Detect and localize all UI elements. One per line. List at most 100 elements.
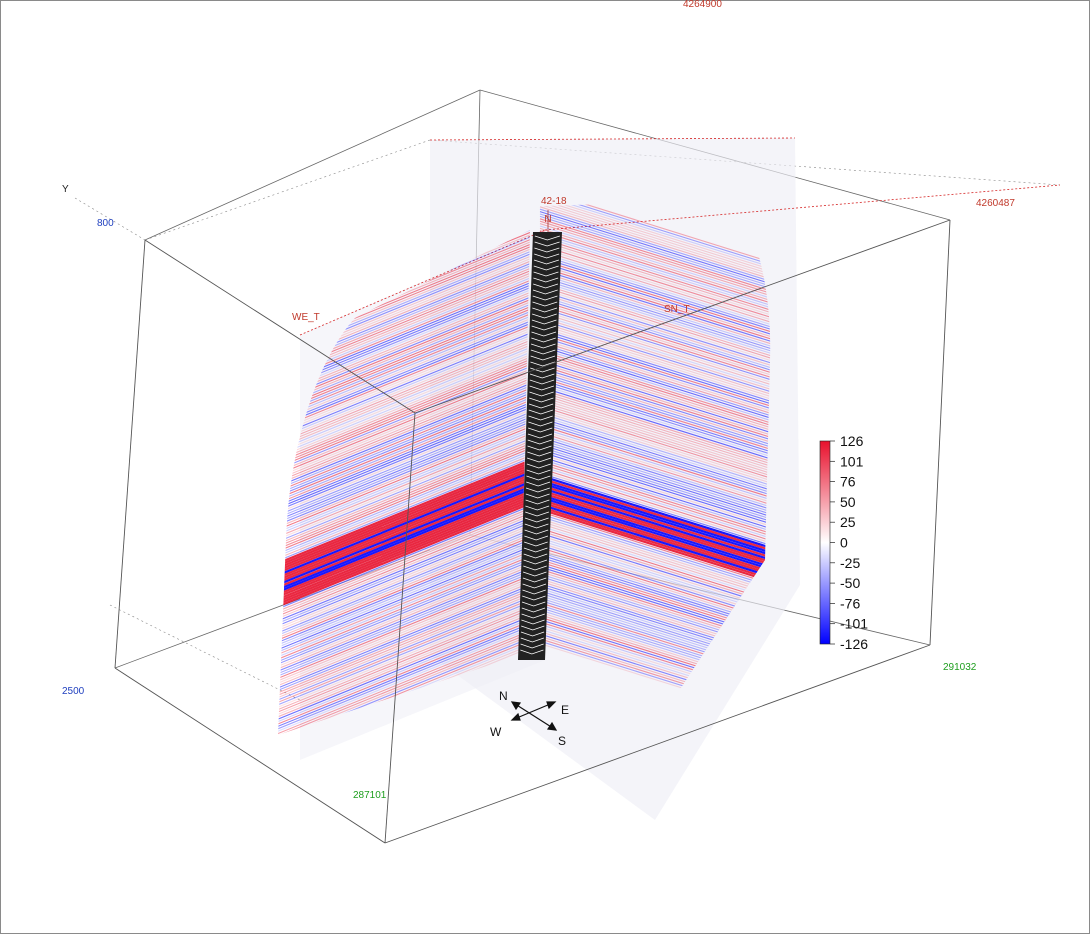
- well-log-segment: [520, 643, 544, 649]
- seismic-reflector: [539, 427, 771, 504]
- well-log-segment: [522, 589, 546, 595]
- seismic-reflector: [539, 448, 771, 525]
- seismic-reflector: [539, 530, 771, 607]
- seismic-reflector: [539, 359, 771, 436]
- seismic-reflector: [539, 407, 771, 484]
- seismic-reflector: [278, 628, 530, 735]
- well-log-segment: [521, 607, 546, 613]
- seismic-reflector: [278, 481, 530, 594]
- sn-section-label: SN_T: [664, 304, 690, 315]
- seismic-reflector: [539, 439, 771, 516]
- seismic-reflector: [278, 403, 530, 515]
- seismic-reflector: [539, 463, 771, 540]
- seismic-reflector: [278, 333, 530, 445]
- seismic-reflector: [278, 609, 530, 721]
- seismic-reflector: [278, 357, 530, 469]
- seismic-reflector: [278, 338, 530, 450]
- seismic-reflector: [539, 508, 771, 586]
- seismic-reflector: [278, 419, 530, 531]
- seismic-reflector: [539, 371, 771, 448]
- seismic-reflector: [539, 515, 771, 592]
- seismic-reflector: [539, 393, 771, 470]
- seismic-reflector: [278, 486, 530, 599]
- well-log-segment: [524, 529, 549, 535]
- seismic-reflector: [539, 237, 771, 314]
- seismic-reflector: [278, 429, 530, 541]
- seismic-reflector: [278, 580, 530, 692]
- seismic-reflector: [539, 352, 771, 429]
- well-log-segment: [534, 247, 560, 253]
- seismic-reflector: [278, 460, 530, 573]
- seismic-reflector: [278, 362, 530, 474]
- seismic-reflector: [539, 374, 771, 451]
- seismic-reflector: [539, 292, 771, 369]
- seismic-reflector: [539, 511, 771, 588]
- well-log-segment: [525, 499, 550, 505]
- seismic-reflector: [539, 223, 771, 300]
- well-log-segment: [528, 427, 553, 433]
- seismic-reflector: [278, 319, 530, 431]
- seismic-reflector: [278, 578, 530, 690]
- seismic-reflector: [278, 328, 530, 440]
- well-log-segment: [530, 367, 555, 373]
- well-log-segment: [529, 379, 555, 385]
- seismic-reflector: [278, 331, 530, 443]
- seismic-reflector: [278, 467, 530, 580]
- seismic-reflector: [539, 481, 771, 559]
- seismic-reflector: [278, 350, 530, 462]
- compass-south: S: [558, 734, 566, 748]
- well-log-segment: [533, 271, 559, 277]
- seismic-reflector: [278, 518, 530, 630]
- well-log-segment: [524, 517, 549, 523]
- seismic-reflector: [539, 453, 771, 530]
- well-log-segment: [527, 433, 553, 439]
- seismic-reflector: [539, 513, 771, 590]
- seismic-reflector: [539, 302, 771, 379]
- seismic-reflector: [278, 352, 530, 464]
- seismic-reflector: [539, 527, 771, 604]
- seismic-reflector: [278, 431, 530, 543]
- seismic-reflector: [539, 239, 771, 316]
- seismic-reflector: [539, 523, 771, 600]
- seismic-reflector: [278, 535, 530, 647]
- well-log-segment: [521, 613, 545, 619]
- well-log-segment: [534, 253, 560, 259]
- seismic-reflector: [278, 439, 530, 551]
- seismic-reflector: [539, 488, 771, 567]
- seismic-reflector: [278, 443, 530, 555]
- seismic-reflector: [539, 479, 771, 557]
- seismic-reflector: [539, 403, 771, 480]
- seismic-reflector: [278, 393, 530, 505]
- well-log-segment: [522, 583, 547, 589]
- seismic-reflector: [539, 395, 771, 472]
- well-log-segment: [523, 559, 548, 565]
- seismic-reflector: [539, 446, 771, 523]
- seismic-reflector: [278, 400, 530, 512]
- seismic-reflector: [278, 530, 530, 642]
- seismic-reflector: [539, 412, 771, 489]
- seismic-reflector: [539, 323, 771, 400]
- easting-right-label: 291032: [943, 662, 977, 673]
- seismic-reflector: [539, 343, 771, 420]
- seismic-reflector: [539, 230, 771, 307]
- colorbar-tick-label: 101: [840, 453, 864, 469]
- seismic-reflector: [278, 592, 530, 704]
- seismic-reflector: [539, 520, 771, 597]
- seismic-reflector: [278, 513, 530, 625]
- seismic-reflector: [539, 484, 771, 562]
- seismic-reflector: [539, 304, 771, 381]
- seismic-reflector: [278, 532, 530, 644]
- colorbar-tick-label: -126: [840, 636, 868, 652]
- seismic-reflector: [539, 369, 771, 446]
- well-log-segment: [532, 295, 558, 301]
- seismic-reflector: [539, 491, 771, 569]
- seismic-reflector: [539, 362, 771, 439]
- seismic-reflector: [278, 602, 530, 714]
- seismic-reflector: [539, 273, 771, 350]
- seismic-reflector: [278, 391, 530, 503]
- seismic-reflector: [278, 415, 530, 527]
- seismic-reflector: [539, 434, 771, 511]
- seismic-reflector: [278, 422, 530, 534]
